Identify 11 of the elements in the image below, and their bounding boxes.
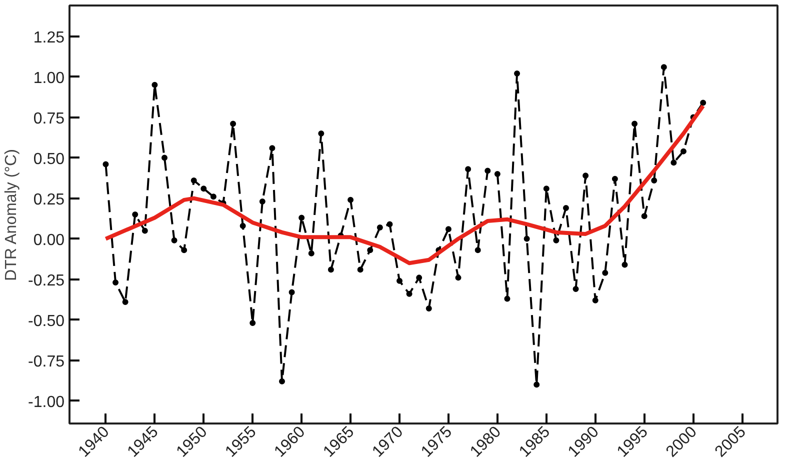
y-axis-title: DTR Anomaly (°C) [3, 149, 20, 281]
y-tick-label: -0.50 [28, 312, 65, 330]
y-tick-label: 1.00 [33, 70, 65, 87]
y-tick-label: -1.00 [28, 394, 65, 411]
y-tick-label: -0.75 [28, 353, 65, 370]
y-tick-label: 0.75 [33, 110, 65, 128]
y-tick-label: 0.00 [33, 232, 65, 249]
y-tick-label: 0.50 [33, 150, 65, 168]
y-tick-label: 1.25 [33, 29, 65, 46]
y-tick-label: 0.25 [33, 191, 65, 208]
y-tick-label: -0.25 [28, 272, 65, 290]
